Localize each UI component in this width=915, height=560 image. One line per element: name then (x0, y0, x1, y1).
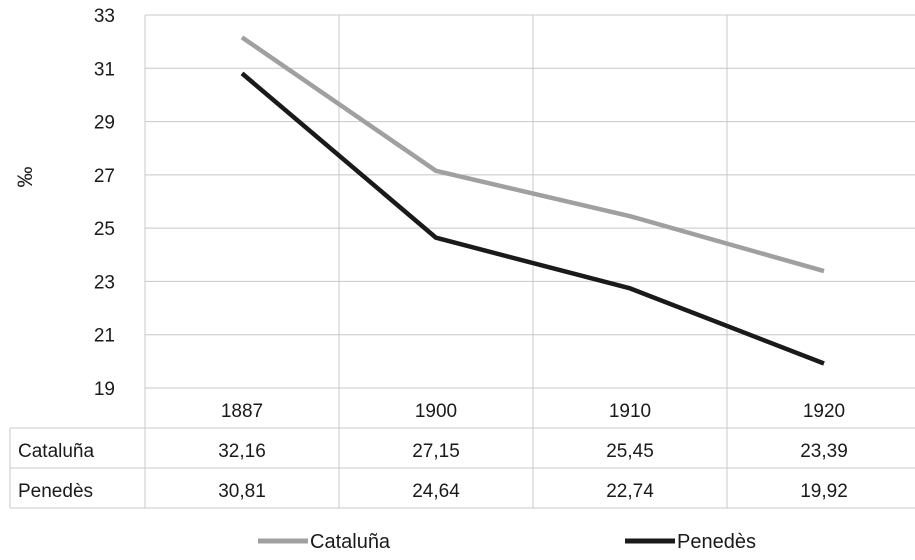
table-value: 22,74 (606, 481, 654, 502)
y-tick-label: 21 (94, 326, 115, 347)
data-table: 1887 1900 1910 1920 Cataluña 32,16 27,15 25,45 2… (9, 401, 915, 509)
y-tick-label: 31 (94, 59, 115, 80)
series-line-1 (240, 35, 825, 274)
x-category-label: 1900 (415, 401, 457, 422)
table-series-name: Cataluña (18, 441, 94, 462)
table-value: 32,16 (218, 441, 266, 462)
y-tick-label: 33 (94, 6, 115, 27)
table-value: 27,15 (412, 441, 460, 462)
table-value: 19,92 (800, 481, 848, 502)
x-category-label: 1910 (609, 401, 651, 422)
legend-label: Cataluña (310, 531, 391, 553)
table-value: 30,81 (218, 481, 266, 502)
x-category-label: 1887 (221, 401, 263, 422)
table-value: 24,64 (412, 481, 460, 502)
y-tick-label: 19 (94, 379, 115, 400)
y-axis-label: ‰ (14, 167, 37, 188)
legend-label: Penedès (677, 531, 756, 553)
table-value: 23,39 (800, 441, 848, 462)
legend: Cataluña Penedès (258, 531, 756, 553)
y-tick-label: 23 (94, 272, 115, 293)
series-lines (240, 35, 825, 366)
y-tick-label: 27 (94, 166, 115, 187)
x-category-label: 1920 (803, 401, 845, 422)
table-series-name: Penedès (18, 481, 93, 502)
gridlines (144, 14, 915, 508)
y-tick-label: 25 (94, 219, 115, 240)
y-axis-tick-labels: 19 21 23 25 27 29 31 33 (94, 6, 115, 400)
table-value: 25,45 (606, 441, 654, 462)
y-tick-label: 29 (94, 113, 115, 134)
series-line-2 (240, 71, 825, 366)
